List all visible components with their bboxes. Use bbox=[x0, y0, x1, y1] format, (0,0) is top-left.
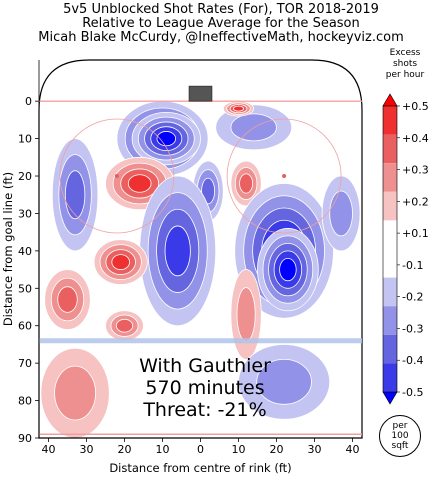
chart-title-line-1: 5v5 Unblocked Shot Rates (For), TOR 2018… bbox=[63, 2, 379, 17]
y-tick-label: 90 bbox=[18, 432, 32, 445]
faceoff-dot-right bbox=[282, 174, 287, 179]
colorbar-tick-label: -0.1 bbox=[402, 259, 423, 272]
y-tick-label: 50 bbox=[18, 282, 32, 295]
heat-blob bbox=[105, 310, 144, 342]
faceoff-circle-right bbox=[226, 118, 342, 234]
legend-title-line-2: shots bbox=[392, 59, 418, 69]
x-tick-label: 40 bbox=[42, 443, 56, 456]
unit-badge: per 100 sqft bbox=[379, 415, 421, 457]
colorbar-bottom-arrow bbox=[382, 391, 398, 405]
colorbar-segment bbox=[383, 249, 397, 278]
overlay-player: With Gauthier bbox=[139, 355, 271, 377]
x-axis-label: Distance from centre of rink (ft) bbox=[109, 461, 291, 475]
heat-contour bbox=[127, 174, 152, 193]
heat-contour bbox=[279, 257, 297, 282]
y-tick-label: 40 bbox=[18, 245, 32, 258]
colorbar-segment bbox=[383, 220, 397, 249]
heat-contour bbox=[111, 254, 130, 270]
y-tick-label: 20 bbox=[18, 170, 32, 183]
y-tick-label: 30 bbox=[18, 207, 32, 220]
colorbar-segment bbox=[383, 163, 397, 192]
colorbar-tick-label: -0.3 bbox=[402, 322, 423, 335]
heat-contour bbox=[57, 286, 78, 313]
rink-outline bbox=[38, 59, 363, 439]
colorbar-tick-label: -0.4 bbox=[402, 354, 423, 367]
colorbar: +0.5 +0.4 +0.3 +0.2 +0.1 -0.1 -0.2 -0.3 -0.4 -0.5 bbox=[382, 93, 429, 405]
colorbar-segment bbox=[383, 277, 397, 307]
chart-title-line-2: Relative to League Average for the Seaso… bbox=[82, 16, 360, 31]
unit-line-1: per bbox=[392, 421, 408, 431]
heat-blob bbox=[257, 228, 319, 312]
faceoff-dot-left bbox=[114, 174, 119, 179]
x-tick-label: 30 bbox=[80, 443, 94, 456]
y-tick-label: 10 bbox=[18, 133, 32, 146]
heat-blob bbox=[230, 160, 262, 207]
colorbar-tick-label: -0.5 bbox=[402, 386, 423, 399]
heat-contour bbox=[201, 177, 216, 205]
y-tick-label: 80 bbox=[18, 395, 32, 408]
heat-contour bbox=[164, 225, 191, 277]
x-tick-label: 40 bbox=[346, 443, 360, 456]
unit-line-3: sqft bbox=[391, 441, 409, 451]
x-tick-label: 10 bbox=[156, 443, 170, 456]
heat-blob bbox=[230, 269, 262, 360]
colorbar-segment bbox=[383, 363, 397, 392]
goal-net bbox=[188, 85, 213, 102]
colorbar-tick-label: +0.4 bbox=[402, 132, 429, 145]
y-axis-label: Distance from goal line (ft) bbox=[1, 172, 15, 326]
heat-contour bbox=[54, 365, 97, 421]
heat-blob bbox=[40, 347, 110, 438]
y-tick-label: 70 bbox=[18, 357, 32, 370]
colorbar-segment bbox=[383, 134, 397, 164]
heat-blob bbox=[51, 138, 99, 252]
colorbar-segment bbox=[383, 191, 397, 221]
heat-contour bbox=[239, 173, 254, 194]
heat-contour bbox=[64, 170, 86, 220]
faceoff-circle-left bbox=[59, 118, 175, 234]
x-tick-label: 20 bbox=[270, 443, 284, 456]
colorbar-tick-label: +0.3 bbox=[402, 164, 429, 177]
heat-blob bbox=[44, 269, 91, 330]
heat-blob bbox=[222, 100, 255, 117]
heat-contour bbox=[115, 318, 134, 333]
colorbar-segment bbox=[383, 306, 397, 335]
heat-contour bbox=[156, 131, 177, 147]
y-tick-label: 60 bbox=[18, 320, 32, 333]
x-tick-label: 0 bbox=[197, 443, 204, 456]
legend-title-line-1: Excess bbox=[389, 48, 421, 58]
colorbar-segment bbox=[383, 106, 397, 135]
heat-contour bbox=[329, 190, 353, 237]
chart-title-line-3: Micah Blake McCurdy, @IneffectiveMath, h… bbox=[38, 30, 404, 45]
colorbar-tick-label: +0.5 bbox=[402, 100, 429, 113]
heat-contour bbox=[256, 359, 312, 405]
colorbar-top-arrow bbox=[382, 93, 398, 107]
overlay-threat: Threat: -21% bbox=[143, 399, 267, 421]
heat-blob bbox=[93, 239, 148, 285]
unit-line-2: 100 bbox=[391, 431, 409, 441]
colorbar-tick-label: +0.2 bbox=[402, 195, 429, 208]
x-tick-label: 20 bbox=[118, 443, 132, 456]
rink-boards bbox=[38, 59, 363, 439]
y-tick-label: 0 bbox=[25, 95, 32, 108]
heat-contour bbox=[233, 105, 244, 112]
colorbar-tick-label: -0.2 bbox=[402, 291, 423, 304]
legend-title-line-3: per hour bbox=[385, 70, 425, 80]
heat-blob bbox=[139, 175, 217, 327]
heat-contour bbox=[236, 287, 256, 342]
heatmap-layer bbox=[40, 100, 361, 438]
colorbar-segment bbox=[383, 334, 397, 364]
axes: 40 30 20 10 0 10 20 30 40 0 10 20 30 40 50 60 70 80 90 Dist… bbox=[1, 60, 362, 475]
x-tick-label: 30 bbox=[308, 443, 322, 456]
x-tick-label: 10 bbox=[232, 443, 246, 456]
overlay-minutes: 570 minutes bbox=[145, 377, 265, 399]
colorbar-frame bbox=[382, 105, 398, 393]
heat-blob bbox=[131, 111, 201, 166]
colorbar-tick-label: +0.1 bbox=[402, 227, 429, 240]
heat-blob bbox=[238, 344, 331, 420]
heat-blob bbox=[321, 175, 361, 252]
